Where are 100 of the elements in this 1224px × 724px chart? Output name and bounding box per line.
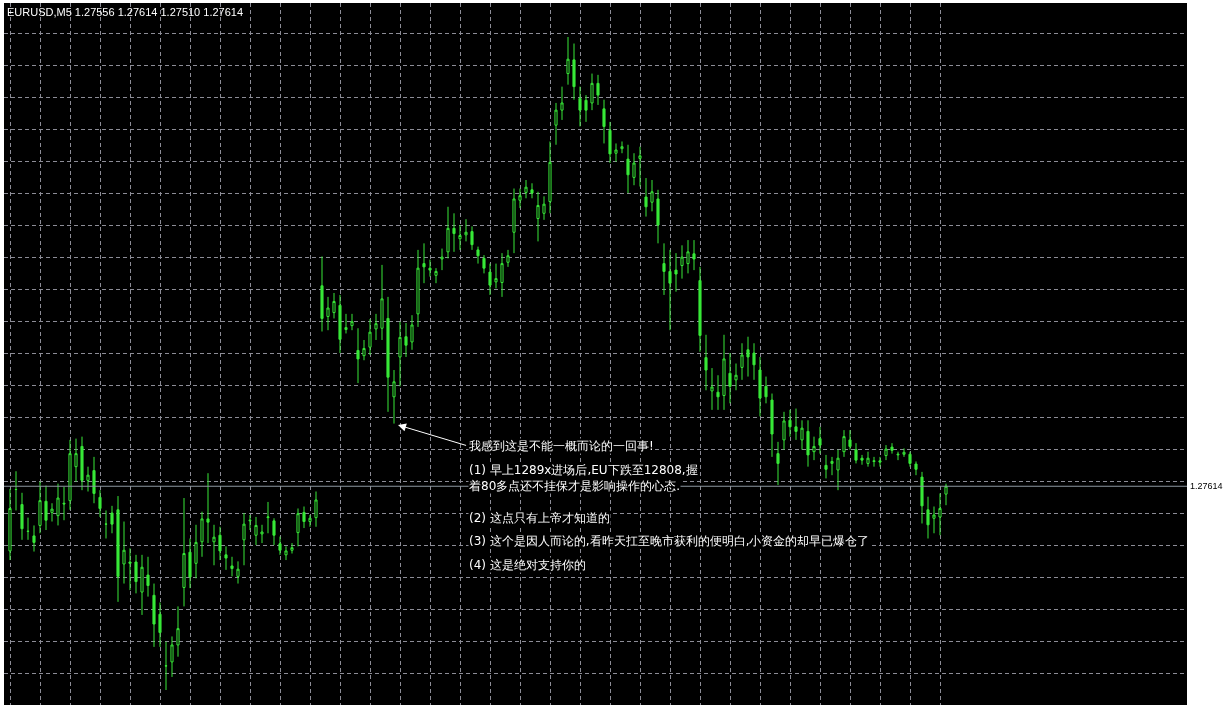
candlestick bbox=[542, 195, 546, 221]
candlestick bbox=[116, 495, 120, 603]
candlestick bbox=[386, 296, 390, 413]
candlestick bbox=[686, 239, 690, 274]
candlestick bbox=[938, 492, 942, 536]
candlestick bbox=[68, 439, 72, 511]
candlestick bbox=[284, 545, 288, 561]
candlestick bbox=[578, 86, 582, 127]
candlestick bbox=[56, 483, 60, 526]
candlestick bbox=[692, 239, 696, 271]
candlestick bbox=[926, 496, 930, 539]
candlestick bbox=[170, 635, 174, 678]
candlestick bbox=[230, 556, 234, 577]
candlestick bbox=[788, 409, 792, 438]
candlestick bbox=[872, 456, 876, 468]
candlestick bbox=[122, 521, 126, 585]
candlestick bbox=[176, 605, 180, 658]
candlestick bbox=[218, 526, 222, 561]
annotation: (1) 早上1289x进场后,EU下跌至12808,握 bbox=[469, 463, 698, 477]
candlestick bbox=[38, 481, 42, 534]
candlestick bbox=[674, 252, 678, 293]
candlestick bbox=[140, 554, 144, 616]
candlestick bbox=[656, 189, 660, 244]
candlestick bbox=[332, 292, 336, 319]
candlestick bbox=[158, 602, 162, 648]
candlestick bbox=[92, 456, 96, 504]
candlestick bbox=[440, 248, 444, 271]
candlestick bbox=[362, 339, 366, 361]
candlestick bbox=[590, 73, 594, 111]
candlestick bbox=[812, 436, 816, 461]
candlestick bbox=[446, 206, 450, 259]
candlestick bbox=[206, 472, 210, 544]
chart-title: EURUSD,M5 1.27556 1.27614 1.27510 1.27614 bbox=[7, 5, 244, 18]
annotation: 着80多点还不挂保才是影响操作的心态. bbox=[469, 479, 681, 493]
candlestick bbox=[248, 514, 252, 531]
candlestick bbox=[506, 249, 510, 268]
candlestick bbox=[290, 542, 294, 555]
candlestick bbox=[920, 471, 924, 524]
candlestick bbox=[146, 556, 150, 598]
annotation: (3) 这个是因人而论的,看昨天扛至晚市获利的便明白,小资金的却早已爆仓了 bbox=[469, 534, 870, 548]
candlestick bbox=[98, 489, 102, 518]
candlestick bbox=[254, 516, 258, 546]
candlestick bbox=[878, 456, 882, 468]
candlestick bbox=[458, 224, 462, 251]
candlestick bbox=[848, 429, 852, 451]
candlestick bbox=[596, 74, 600, 106]
candlestick bbox=[698, 266, 702, 353]
candlestick bbox=[392, 369, 396, 425]
candlestick bbox=[602, 99, 606, 144]
candlestick bbox=[752, 342, 756, 381]
candlestick bbox=[470, 225, 474, 251]
candlestick bbox=[860, 454, 864, 466]
candlestick bbox=[620, 140, 624, 154]
annotation: (2) 这点只有上帝才知道的 bbox=[469, 511, 610, 525]
candlestick bbox=[476, 246, 480, 265]
candlestick bbox=[134, 554, 138, 594]
candlestick bbox=[734, 363, 738, 391]
candlestick bbox=[524, 179, 528, 199]
candlestick bbox=[776, 441, 780, 486]
candlestick bbox=[710, 367, 714, 411]
candlestick bbox=[932, 506, 936, 534]
candlestick bbox=[830, 456, 834, 476]
candlestick bbox=[302, 506, 306, 529]
candlestick bbox=[434, 267, 438, 284]
candlestick bbox=[182, 497, 186, 607]
candlestick bbox=[494, 263, 498, 289]
candlestick bbox=[572, 43, 576, 101]
candlestick bbox=[212, 524, 216, 566]
candlestick bbox=[770, 393, 774, 458]
candlestick bbox=[746, 336, 750, 378]
candlestick bbox=[50, 502, 54, 523]
candlestick bbox=[86, 466, 90, 492]
candlestick bbox=[818, 426, 822, 455]
candlestick bbox=[518, 188, 522, 209]
candlestick bbox=[200, 511, 204, 558]
candlestick bbox=[704, 334, 708, 391]
candlestick bbox=[902, 447, 906, 458]
candlestick bbox=[566, 36, 570, 86]
candlestick bbox=[428, 259, 432, 278]
candlestick bbox=[368, 318, 372, 356]
candlestick bbox=[152, 583, 156, 648]
candlestick bbox=[554, 102, 558, 146]
candlestick bbox=[404, 322, 408, 358]
candlestick bbox=[680, 244, 684, 280]
candlestick bbox=[326, 296, 330, 331]
candlestick bbox=[272, 517, 276, 546]
candlestick bbox=[842, 429, 846, 458]
candlestick bbox=[644, 177, 648, 218]
candlestick bbox=[626, 144, 630, 194]
candlestick bbox=[320, 255, 324, 332]
candlestick bbox=[224, 545, 228, 571]
candlestick bbox=[398, 321, 402, 387]
candlestick bbox=[716, 374, 720, 411]
text: 1.27614 bbox=[1190, 481, 1223, 491]
candlestick bbox=[356, 327, 360, 384]
candlestick bbox=[608, 121, 612, 164]
candlestick bbox=[632, 152, 636, 186]
candlestick bbox=[866, 451, 870, 468]
candlestick bbox=[560, 86, 564, 121]
candlestick bbox=[242, 512, 246, 566]
